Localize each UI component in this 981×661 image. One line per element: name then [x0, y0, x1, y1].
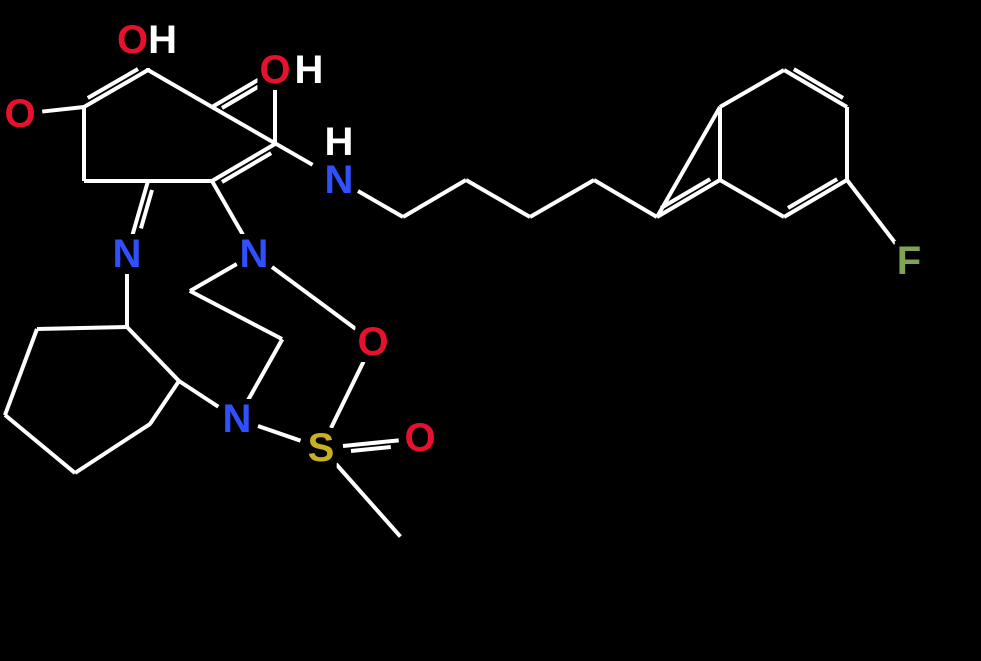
molecule-diagram: { "diagram": { "type": "chemical-structu…	[0, 0, 981, 661]
atom-o: O	[257, 50, 292, 90]
bond	[402, 178, 467, 218]
bond	[334, 463, 401, 538]
bond	[793, 67, 844, 99]
bond	[3, 328, 39, 415]
bond	[147, 68, 213, 108]
bond	[719, 68, 785, 108]
atom-n: N	[238, 234, 271, 274]
bond	[845, 107, 849, 180]
bond	[37, 325, 127, 331]
bond	[783, 68, 848, 108]
bond	[783, 178, 848, 218]
bond	[189, 289, 283, 341]
bond	[42, 105, 85, 114]
atom-h: H	[293, 50, 326, 90]
atom-n: N	[111, 234, 144, 274]
bond	[270, 265, 356, 330]
bond	[125, 274, 129, 327]
bond	[787, 177, 838, 209]
bond	[529, 178, 595, 218]
atom-o: O	[402, 418, 437, 458]
atom-oh: OH	[115, 20, 179, 60]
bond	[655, 106, 721, 218]
bond	[718, 107, 722, 180]
atom-h: H	[323, 122, 356, 162]
bond	[845, 179, 897, 245]
bond	[4, 413, 77, 474]
atom-o: O	[2, 94, 37, 134]
bond	[719, 178, 785, 218]
bond	[329, 361, 365, 429]
atom-f: F	[895, 241, 923, 281]
bond	[84, 179, 148, 183]
bond	[189, 262, 238, 292]
bond	[148, 179, 212, 183]
bond	[83, 68, 149, 108]
bond	[465, 178, 531, 218]
bond	[245, 338, 284, 403]
bond	[593, 178, 658, 218]
bond	[82, 107, 86, 181]
atom-o: O	[355, 322, 390, 362]
bond	[74, 422, 151, 474]
atom-n: N	[323, 160, 356, 200]
bond	[126, 326, 181, 383]
bond	[148, 380, 180, 425]
atom-n: N	[221, 399, 254, 439]
bond	[178, 379, 220, 408]
bond	[257, 424, 301, 442]
atom-s: S	[306, 428, 337, 468]
bond	[87, 67, 139, 99]
bond	[357, 189, 404, 218]
bond	[210, 180, 244, 236]
bond	[211, 142, 276, 182]
